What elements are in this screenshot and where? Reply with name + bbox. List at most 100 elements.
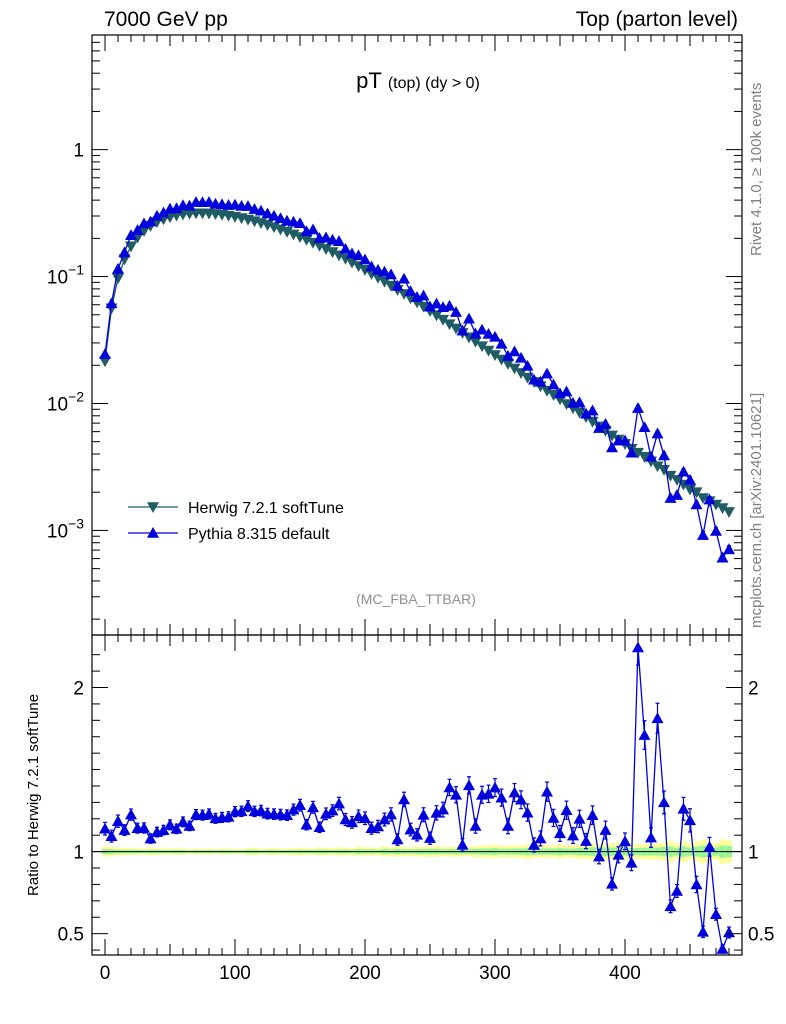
ratio-marker-pythia (690, 878, 703, 890)
marker-pythia (482, 327, 495, 339)
ratio-marker-pythia (378, 813, 391, 825)
marker-pythia (118, 246, 131, 258)
ratio-marker-pythia (300, 818, 313, 830)
ratio-marker-pythia (112, 815, 124, 826)
marker-pythia (352, 249, 365, 261)
marker-pythia (170, 202, 183, 214)
marker-pythia (456, 324, 469, 336)
main-ytick-label: 10−2 (47, 388, 84, 415)
marker-pythia (690, 498, 703, 510)
marker-pythia (359, 253, 371, 265)
ratio-marker-pythia (183, 819, 196, 831)
ratio-marker-pythia (502, 819, 514, 831)
marker-pythia (99, 348, 111, 359)
marker-pythia (560, 385, 573, 397)
marker-pythia (339, 242, 352, 254)
marker-pythia (424, 300, 436, 312)
ratio-marker-pythia (118, 824, 131, 835)
xtick-label: 0 (100, 963, 111, 984)
ratio-marker-pythia (313, 821, 326, 833)
ratio-ytick-label-right: 2 (748, 679, 759, 700)
ratio-marker-pythia (677, 802, 690, 814)
marker-pythia (710, 524, 722, 536)
legend-label: Pythia 8.315 default (188, 526, 330, 543)
ratio-marker-pythia (138, 821, 150, 833)
main-plot-curves (99, 196, 735, 563)
ratio-marker-pythia (684, 814, 696, 826)
ratio-marker-pythia (164, 818, 176, 830)
marker-pythia (398, 272, 410, 284)
ratio-marker-pythia (391, 833, 404, 845)
marker-pythia (183, 199, 196, 211)
marker-pythia (508, 345, 521, 357)
ratio-ytick-label-right: 1 (748, 843, 759, 864)
ratio-marker-pythia (372, 820, 384, 832)
marker-herwig (476, 341, 488, 353)
ratio-marker-pythia (359, 812, 371, 824)
ratio-marker-pythia (586, 809, 599, 820)
ratio-marker-pythia (144, 832, 157, 844)
ratio-marker-pythia (716, 942, 729, 954)
ratio-marker-pythia (125, 808, 137, 820)
ratio-ytick-label-left: 0.5 (58, 925, 84, 946)
main-ytick-exponent: −1 (68, 262, 84, 278)
ratio-marker-pythia (456, 838, 469, 850)
ratio-marker-pythia (398, 793, 410, 805)
ratio-marker-pythia (606, 877, 618, 889)
marker-herwig (560, 399, 573, 411)
main-ytick-base: 1 (73, 141, 84, 162)
ratio-uncertainty-bands (92, 839, 742, 864)
marker-pythia (417, 289, 430, 301)
ratio-marker-pythia (515, 793, 527, 805)
ratio-marker-pythia (619, 835, 631, 847)
marker-pythia (112, 262, 124, 274)
ratio-marker-pythia (658, 796, 670, 808)
legend-marker (147, 527, 159, 538)
ratio-marker-pythia (385, 808, 397, 820)
marker-herwig (638, 452, 651, 463)
ratio-marker-pythia (417, 808, 430, 820)
marker-herwig (502, 359, 514, 370)
ratio-marker-pythia (664, 900, 677, 912)
ratio-marker-pythia (242, 800, 254, 811)
ratio-marker-pythia (521, 806, 534, 818)
legend: Herwig 7.2.1 softTune Pythia 8.315 defaul… (128, 500, 344, 543)
ratio-marker-pythia (593, 850, 605, 862)
marker-pythia (430, 297, 443, 309)
marker-pythia (599, 417, 612, 429)
ratio-ytick-label-left: 2 (73, 679, 84, 700)
ratio-marker-pythia (469, 819, 482, 831)
ratio-marker-pythia (508, 786, 521, 798)
main-ytick-label: 10−3 (47, 515, 84, 542)
ratio-marker-pythia (560, 804, 573, 815)
marker-pythia (242, 200, 254, 211)
marker-herwig (606, 430, 618, 442)
legend-entry-pythia: Pythia 8.315 default (128, 526, 330, 543)
marker-pythia (463, 312, 475, 324)
ratio-marker-pythia (723, 926, 735, 938)
marker-pythia (658, 449, 670, 461)
ratio-marker-pythia (294, 799, 306, 810)
marker-pythia (625, 446, 638, 458)
marker-herwig (573, 407, 586, 419)
side-label-rivet: Rivet 4.1.0, ≥ 100k events (748, 82, 765, 256)
marker-pythia (274, 212, 287, 224)
ratio-marker-pythia (157, 824, 170, 835)
header-process: Top (parton level) (575, 8, 738, 31)
ratio-frame (91, 634, 743, 956)
plot-title: pT (top) (dy > 0) (356, 68, 480, 93)
marker-pythia (521, 359, 534, 371)
marker-pythia (404, 285, 417, 296)
marker-pythia (541, 367, 553, 379)
marker-pythia (469, 327, 482, 339)
ratio-marker-pythia (411, 828, 423, 840)
marker-pythia (697, 529, 709, 540)
marker-pythia (573, 396, 586, 408)
series-line-herwig (104, 212, 730, 513)
ratio-marker-pythia (651, 712, 664, 724)
ratio-marker-pythia (333, 797, 345, 809)
marker-pythia (489, 330, 501, 342)
ratio-marker-pythia (482, 787, 495, 799)
marker-pythia (378, 265, 391, 277)
ratio-marker-pythia (554, 827, 566, 839)
